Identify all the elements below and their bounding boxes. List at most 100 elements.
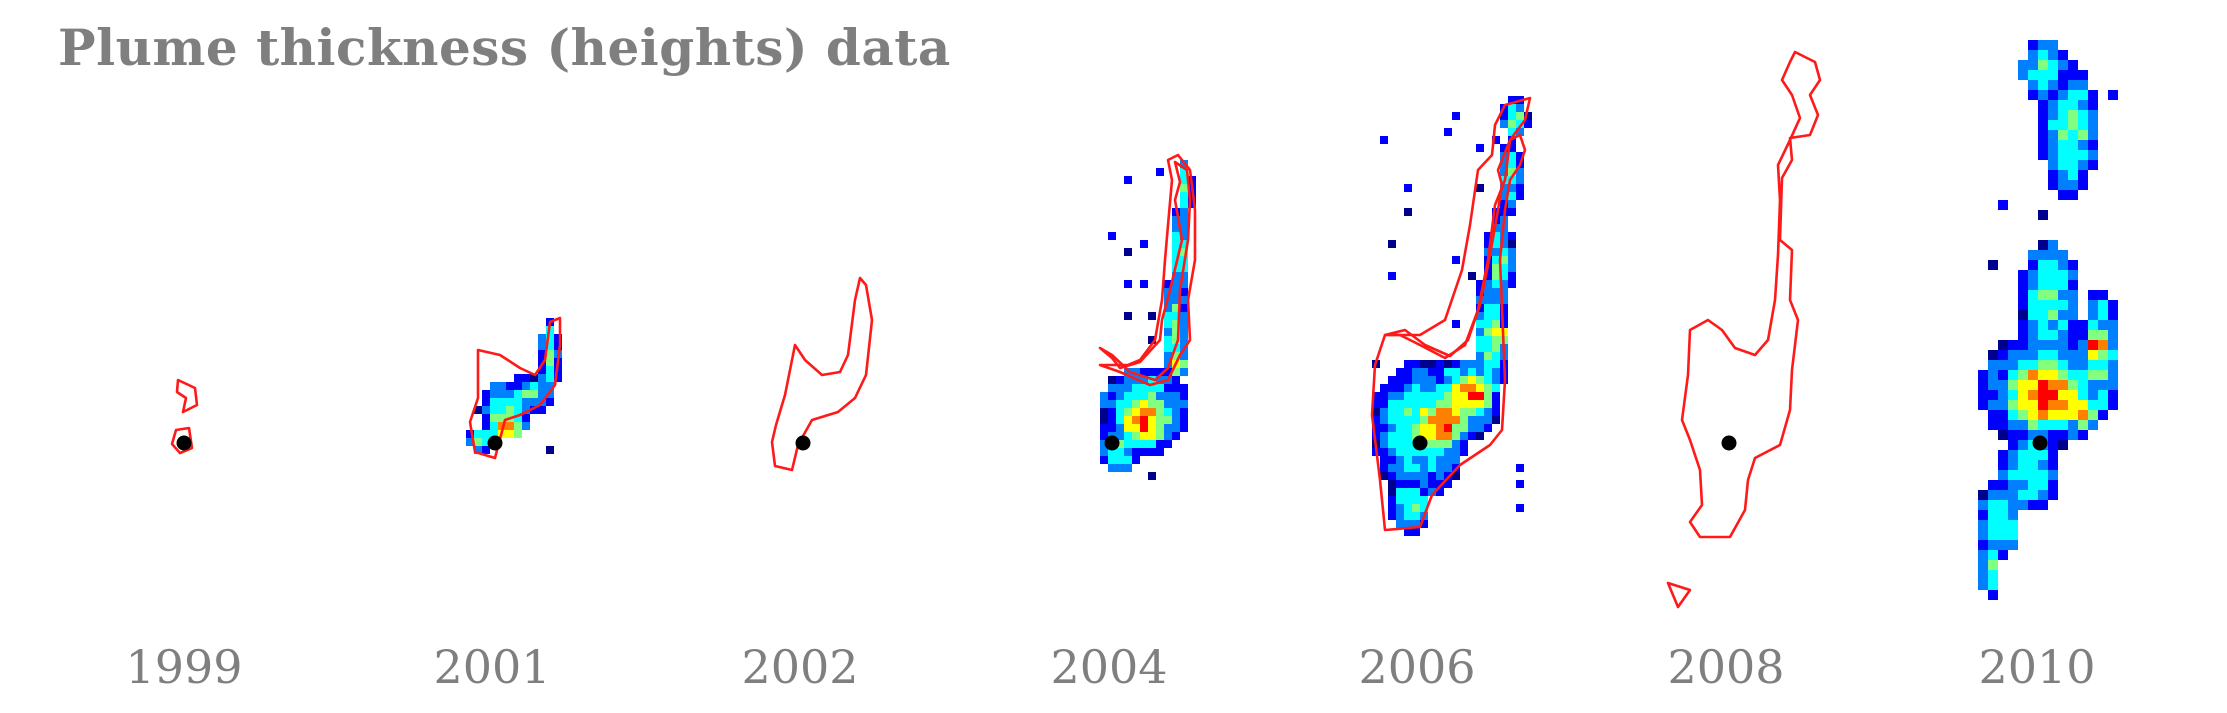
heat-cell: [2038, 470, 2048, 480]
plume-outline-2004: [1098, 160, 1192, 382]
heat-cell: [1452, 360, 1460, 368]
heat-cell: [1172, 328, 1180, 336]
heat-cell: [1172, 320, 1180, 328]
heat-cell: [1124, 376, 1132, 384]
heat-cell: [2038, 90, 2048, 100]
heat-cell: [2038, 300, 2048, 310]
heat-cell: [2028, 260, 2038, 270]
heat-cell: [1998, 530, 2008, 540]
heat-cell: [2008, 430, 2018, 440]
heat-cell: [1468, 408, 1476, 416]
heat-cell: [1428, 392, 1436, 400]
heat-cell: [1108, 384, 1116, 392]
heat-cell: [2078, 380, 2088, 390]
heat-cell: [2018, 400, 2028, 410]
heat-cell: [2058, 410, 2068, 420]
heat-cell: [1164, 432, 1172, 440]
heat-cell: [1124, 456, 1132, 464]
heat-cell: [1444, 424, 1452, 432]
heat-cell: [530, 398, 538, 406]
heat-cell: [2048, 330, 2058, 340]
heat-cell: [1508, 176, 1516, 184]
heat-cell: [498, 414, 506, 422]
heat-cell: [1998, 400, 2008, 410]
heat-cell: [1998, 350, 2008, 360]
heat-cell: [1508, 240, 1516, 248]
heat-cell: [2068, 420, 2078, 430]
heat-cell: [490, 398, 498, 406]
heat-cell: [1436, 384, 1444, 392]
heat-cell: [1420, 504, 1428, 512]
heat-cell: [1516, 168, 1524, 176]
heat-cell: [1452, 368, 1460, 376]
heat-cell: [1180, 296, 1188, 304]
heat-cell: [2048, 60, 2058, 70]
heat-cell: [1420, 400, 1428, 408]
heat-cell: [2028, 290, 2038, 300]
heat-cell: [1180, 248, 1188, 256]
heat-cell: [1460, 440, 1468, 448]
heat-cell: [1420, 408, 1428, 416]
heat-cell: [1412, 464, 1420, 472]
heat-cell: [1998, 550, 2008, 560]
heat-cell: [490, 382, 498, 390]
heat-cell: [2078, 170, 2088, 180]
heat-cell: [1436, 448, 1444, 456]
heat-cell: [1998, 370, 2008, 380]
heat-cell: [1516, 120, 1524, 128]
heat-cell: [1396, 424, 1404, 432]
heat-cell: [2078, 140, 2088, 150]
heat-cell: [482, 406, 490, 414]
heat-cell: [2038, 140, 2048, 150]
heat-cell: [1508, 104, 1516, 112]
heat-cell: [1492, 384, 1500, 392]
heat-cell: [1500, 184, 1508, 192]
heat-cell: [2068, 280, 2078, 290]
heat-cell: [1420, 472, 1428, 480]
heat-cell: [1404, 488, 1412, 496]
heat-cell: [2028, 40, 2038, 50]
heat-cell: [522, 406, 530, 414]
heat-cell: [1396, 384, 1404, 392]
heat-cell: [1428, 424, 1436, 432]
plume-outline-2008: [1666, 581, 1692, 609]
heat-cell: [2108, 380, 2118, 390]
heat-cell: [1404, 408, 1412, 416]
heat-cell: [1420, 488, 1428, 496]
heat-cell: [1132, 400, 1140, 408]
heat-cell: [1412, 368, 1420, 376]
heat-cell: [1140, 448, 1148, 456]
heat-cell: [1380, 440, 1388, 448]
heat-cell: [1444, 416, 1452, 424]
heat-cell: [2048, 470, 2058, 480]
heat-cell: [1436, 368, 1444, 376]
heat-cell: [1396, 400, 1404, 408]
heat-cell: [538, 406, 546, 414]
heat-cell: [2108, 370, 2118, 380]
heat-cell: [2028, 340, 2038, 350]
heat-cell: [2098, 340, 2108, 350]
heat-cell: [1132, 392, 1140, 400]
heat-cell: [1988, 370, 1998, 380]
heat-cell: [2038, 360, 2048, 370]
heat-cell: [1436, 408, 1444, 416]
heat-cell: [1140, 392, 1148, 400]
heat-cell: [1476, 320, 1484, 328]
heat-cell: [1444, 128, 1452, 136]
heat-cell: [2038, 420, 2048, 430]
heat-cell: [1500, 272, 1508, 280]
heat-cell: [1460, 448, 1468, 456]
heat-cell: [2018, 440, 2028, 450]
heat-cell: [1180, 304, 1188, 312]
heat-cell: [1492, 280, 1500, 288]
heat-cell: [2088, 300, 2098, 310]
heat-cell: [2058, 390, 2068, 400]
heat-cell: [1156, 432, 1164, 440]
heat-cell: [1500, 168, 1508, 176]
heat-cell: [1396, 432, 1404, 440]
heat-cell: [1388, 512, 1396, 520]
heat-cell: [2088, 390, 2098, 400]
heat-cell: [490, 390, 498, 398]
heat-cell: [2068, 190, 2078, 200]
heat-cell: [2008, 420, 2018, 430]
